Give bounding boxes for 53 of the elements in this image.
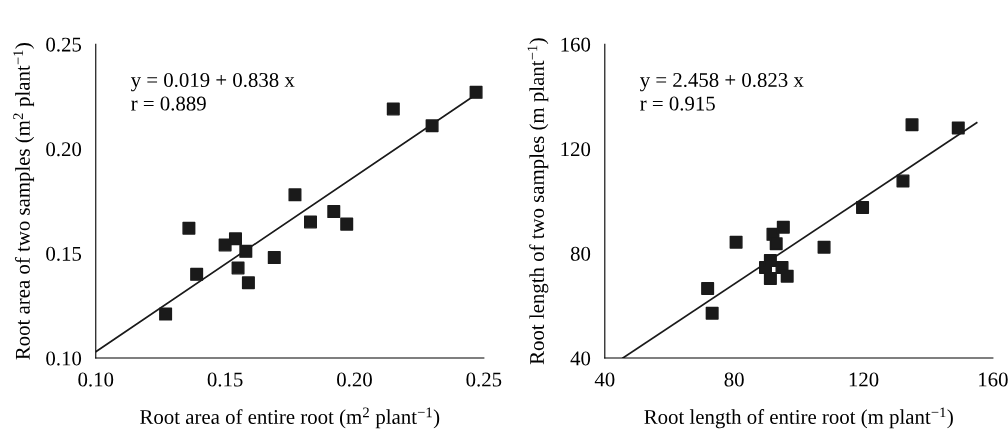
point <box>817 240 831 254</box>
point <box>288 188 302 202</box>
point <box>190 267 204 281</box>
point <box>896 174 910 188</box>
x-tick-label: 120 <box>849 372 879 387</box>
x-tick-label: 0.25 <box>466 372 502 387</box>
point <box>780 269 794 283</box>
point <box>705 306 719 320</box>
point <box>469 85 483 99</box>
point <box>340 217 354 231</box>
x-tick-label: 0.10 <box>78 372 114 387</box>
point <box>729 235 743 249</box>
y-tick-label: 120 <box>561 142 591 157</box>
annotation: y = 2.458 + 0.823 x <box>639 72 804 92</box>
point <box>327 205 341 219</box>
point <box>218 238 232 252</box>
point <box>386 102 400 116</box>
point <box>763 253 777 267</box>
x-axis-title: Root length of entire root (m plant$^{−1}$) <box>644 407 953 429</box>
point <box>159 307 173 321</box>
y-tick-label: 0.25 <box>46 37 82 52</box>
y-tick-label: 80 <box>570 246 591 261</box>
point <box>239 244 253 258</box>
annotation: r = 0.889 <box>131 96 206 111</box>
point <box>856 200 870 214</box>
x-tick-label: 0.15 <box>207 372 243 387</box>
point <box>231 261 245 275</box>
y-tick-label: 40 <box>570 351 591 366</box>
x-tick-label: 80 <box>724 372 744 387</box>
point <box>905 118 919 132</box>
point <box>763 272 777 286</box>
y-tick-label: 160 <box>561 37 591 52</box>
y-tick-label: 0.20 <box>46 142 82 157</box>
point <box>303 215 318 229</box>
point <box>769 237 783 251</box>
x-axis-title: Root area of entire root (m$^{2}$ plant$^{−1}$) <box>140 407 440 429</box>
y-tick-label: 0.15 <box>46 246 82 261</box>
point <box>182 221 196 235</box>
point <box>701 281 715 295</box>
point <box>776 220 790 234</box>
point <box>228 232 242 246</box>
point <box>267 251 281 265</box>
annotation: r = 0.915 <box>640 96 715 111</box>
point <box>951 121 965 135</box>
point <box>425 119 439 133</box>
x-tick-label: 160 <box>979 372 1008 387</box>
x-tick-label: 40 <box>594 372 615 387</box>
y-axis-title: Root length of two samples (m plant$^{−1}$) <box>527 38 549 365</box>
y-axis-title: Root area of two samples (m$^{2}$ plant$^{−1}$) <box>13 43 35 360</box>
x-tick-label: 0.20 <box>337 372 372 387</box>
annotation: y = 0.019 + 0.838 x <box>130 72 295 92</box>
y-tick-label: 0.10 <box>46 351 82 366</box>
point <box>241 276 255 290</box>
